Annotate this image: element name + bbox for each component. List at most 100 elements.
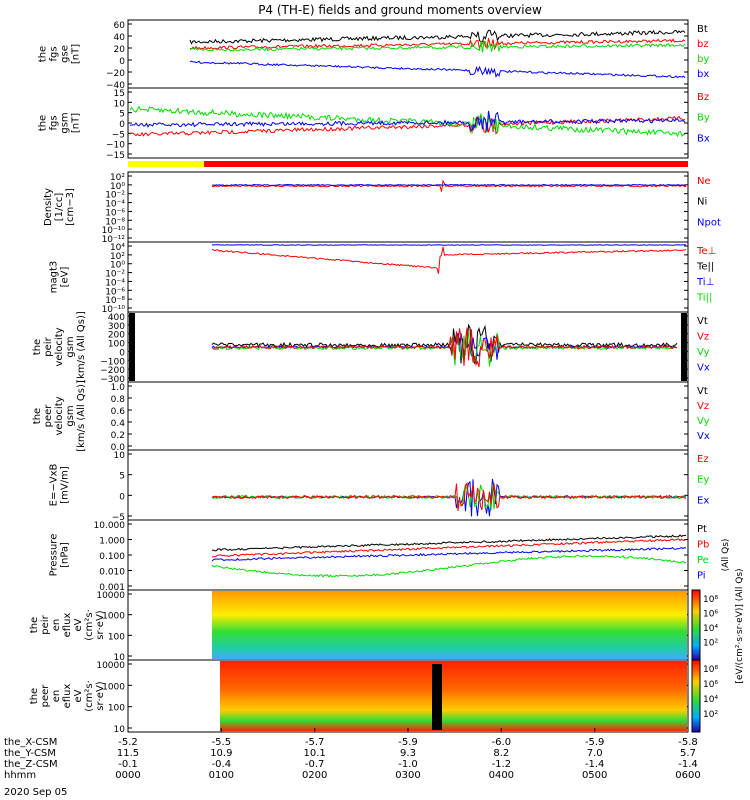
legend-label: Pt bbox=[697, 524, 707, 535]
x-tick-label: 0000 bbox=[115, 770, 140, 781]
y-tick-label: 10⁻⁸ bbox=[105, 217, 125, 227]
y-tick-label: 0.4 bbox=[111, 419, 126, 429]
ephemeris-label: the_Y-CSM bbox=[4, 748, 56, 759]
y-tick-label: 0.2 bbox=[111, 431, 125, 441]
legend-label: Te|| bbox=[696, 262, 714, 273]
plot-title: P4 (TH-E) fields and ground moments over… bbox=[258, 3, 542, 17]
y-tick-label: 0 bbox=[119, 57, 125, 67]
legend-label: Vx bbox=[697, 431, 710, 442]
ylabel-line: (cm²s· bbox=[84, 680, 95, 712]
legend-label: Ni bbox=[697, 197, 707, 208]
mode-bar bbox=[128, 161, 688, 167]
ylabel-line: the bbox=[29, 617, 40, 633]
y-tick-label: 10000 bbox=[96, 591, 125, 601]
y-tick-label: −20 bbox=[106, 69, 125, 79]
legend-label: Vt bbox=[697, 316, 708, 327]
legend-label: Vz bbox=[697, 332, 709, 343]
bt-series bbox=[189, 29, 686, 45]
panel-ylabel: Density[1/cc][cm−3] bbox=[43, 188, 76, 226]
y-tick-label: 0.0 bbox=[111, 443, 126, 453]
panel-frame bbox=[127, 19, 689, 89]
y-tick-label: 10² bbox=[110, 173, 125, 183]
y-tick-label: 60 bbox=[114, 21, 126, 31]
legend-label: Pb bbox=[697, 540, 709, 551]
legend-label: Vt bbox=[697, 386, 708, 397]
panel-7: E=−VxB[mV/m] 10 5 0 −5 Ez Ey Ex bbox=[49, 449, 709, 523]
legend-label: Pi bbox=[697, 571, 706, 582]
npot-series bbox=[211, 183, 687, 187]
ylabel-line: the bbox=[32, 408, 43, 424]
panel-1: thefgsgse[nT] 60 40 20 0 −20 −40 Bt bz by bx bbox=[38, 19, 709, 91]
ephemeris-value: -5.2 bbox=[118, 737, 138, 748]
colorbar-tick-label: 10⁸ bbox=[703, 665, 718, 675]
vt-series bbox=[211, 323, 678, 364]
ez-series bbox=[211, 481, 686, 511]
y-tick-label: 100 bbox=[108, 632, 125, 642]
panel-ylabel: thefgsgse[nT] bbox=[38, 44, 82, 64]
ylabel-line: E=−VxB bbox=[49, 464, 60, 507]
y-tick-label: −300 bbox=[100, 375, 125, 385]
legend-label: Npot bbox=[697, 217, 721, 228]
by-series bbox=[189, 40, 686, 53]
y-tick-label: 200 bbox=[108, 331, 125, 341]
y-tick-label: 10 bbox=[114, 725, 126, 735]
panel-ylabel: magt3[eV] bbox=[49, 261, 71, 294]
y-tick-label: 1.000 bbox=[99, 537, 125, 547]
spectrogram-image bbox=[212, 591, 687, 659]
ylabel-line: velocity bbox=[54, 327, 65, 366]
legend-label: Ti|| bbox=[696, 293, 712, 304]
y-tick-label: 0.100 bbox=[99, 552, 125, 562]
ephemeris-value: -5.5 bbox=[212, 737, 232, 748]
ephemeris-value: -1.4 bbox=[678, 759, 698, 770]
ephemeris-label: hhmm bbox=[4, 770, 36, 781]
ephemeris-value: -1.4 bbox=[585, 759, 605, 770]
ylabel-line: peir bbox=[40, 614, 51, 634]
bz-series bbox=[129, 115, 686, 137]
pi-series bbox=[211, 546, 687, 562]
te-series bbox=[211, 246, 687, 274]
y-tick-label: 10⁻⁴ bbox=[105, 278, 125, 288]
ephemeris-value: 7.0 bbox=[587, 748, 603, 759]
pt-series bbox=[211, 534, 687, 552]
ylabel-line: peir bbox=[43, 336, 54, 356]
colorbar bbox=[691, 659, 701, 733]
mode-bar-fast bbox=[204, 161, 688, 167]
y-tick-label: 10 bbox=[114, 99, 126, 109]
ephemeris-value: -5.9 bbox=[585, 737, 605, 748]
ylabel-line: [km/s (All Qs)] bbox=[76, 311, 87, 383]
legend-label: Ti⊥ bbox=[696, 277, 714, 288]
y-tick-label: 0 bbox=[119, 492, 125, 502]
ylabel-line: the bbox=[29, 688, 40, 704]
legend-label: Bx bbox=[697, 133, 710, 144]
legend-label: Ez bbox=[697, 454, 709, 465]
colorbar-unit-label: [eV/(cm²·s·sr·eV)] (All Qs) bbox=[735, 568, 745, 683]
y-tick-label: 0.010 bbox=[99, 568, 125, 578]
pe-series bbox=[211, 554, 687, 578]
y-tick-label: 10⁰ bbox=[110, 261, 125, 271]
panel-ylabel: thefgsgsm[nT] bbox=[38, 112, 82, 133]
ylabel-line: eflux bbox=[62, 684, 73, 709]
panel-ylabel: Pressure[nPa] bbox=[49, 534, 71, 577]
ylabel-line: fgs bbox=[49, 115, 60, 130]
panel-10: thepeerenefluxeV(cm²s·sr·eV)100001000100… bbox=[29, 568, 745, 735]
ephemeris-value: -5.8 bbox=[678, 737, 698, 748]
ylabel-line: eflux bbox=[62, 613, 73, 638]
y-tick-label: 10⁻² bbox=[105, 191, 125, 201]
date-label: 2020 Sep 05 bbox=[4, 787, 67, 798]
ylabel-line: [1/cc] bbox=[54, 193, 65, 222]
panel-frame bbox=[127, 381, 689, 451]
ylabel-line: en bbox=[51, 619, 62, 632]
legend-label: Bt bbox=[697, 24, 708, 35]
y-tick-label: 100 bbox=[108, 340, 125, 350]
panel-frame bbox=[127, 519, 689, 591]
colorbar bbox=[691, 589, 701, 661]
ylabel-line: [nT] bbox=[71, 113, 82, 133]
y-tick-label: 10⁻¹⁰ bbox=[102, 226, 126, 236]
legend-label: Vy bbox=[697, 416, 710, 427]
legend-label: Ex bbox=[697, 495, 709, 506]
y-tick-label: 10 bbox=[114, 653, 126, 663]
bx-series bbox=[189, 60, 686, 79]
x-tick-label: 0100 bbox=[209, 770, 234, 781]
data-gap-bar bbox=[129, 313, 135, 381]
